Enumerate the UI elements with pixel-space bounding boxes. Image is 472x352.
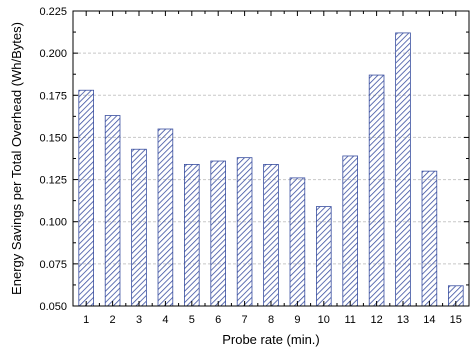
y-tick-label: 0.225 [39,6,67,18]
bar-4 [157,128,174,307]
y-axis-label: Energy Savings per Total Overhead (Wh/By… [9,22,24,295]
x-tick-label: 4 [162,314,168,326]
bar-7 [236,157,253,307]
y-tick-label: 0.125 [39,175,67,187]
x-tick-label: 1 [83,314,89,326]
bar-3 [131,148,147,307]
x-tick-label: 8 [268,314,274,326]
bar-14 [421,170,438,307]
x-tick-label: 5 [189,314,195,326]
x-tick-label: 14 [423,314,435,326]
tick-labels: 0.050 0.075 0.100 0.125 0.150 0.175 0.200 0.225… [39,6,461,326]
bar-8 [263,163,279,307]
bar-1 [78,89,94,307]
y-tick-label: 0.075 [39,259,67,271]
x-axis-label: Probe rate (min.) [222,332,320,347]
x-tick-label: 12 [370,314,382,326]
bar-11 [342,155,358,307]
x-tick-label: 11 [344,314,355,326]
bars [78,32,464,307]
axes [72,10,470,307]
x-tick-label: 6 [215,314,221,326]
bar-13 [395,32,411,307]
bar-2 [104,115,121,307]
y-tick-label: 0.150 [39,132,67,144]
y-tick-label: 0.050 [39,301,67,313]
bar-12 [368,74,385,307]
x-tick-label: 15 [450,314,462,326]
bar-10 [316,206,332,307]
x-tick-label: 2 [110,314,116,326]
x-tick-label: 3 [136,314,142,326]
bar-6 [210,160,226,307]
y-tick-label: 0.200 [39,48,67,60]
plot-frame [72,10,470,307]
x-tick-label: 10 [318,314,330,326]
bar-9 [289,177,306,307]
y-tick-label: 0.100 [39,217,67,229]
y-tick-label: 0.175 [39,90,67,102]
x-tick-label: 13 [397,314,409,326]
bar-5 [184,163,200,307]
x-tick-label: 7 [242,314,248,326]
x-tick-label: 9 [294,314,300,326]
